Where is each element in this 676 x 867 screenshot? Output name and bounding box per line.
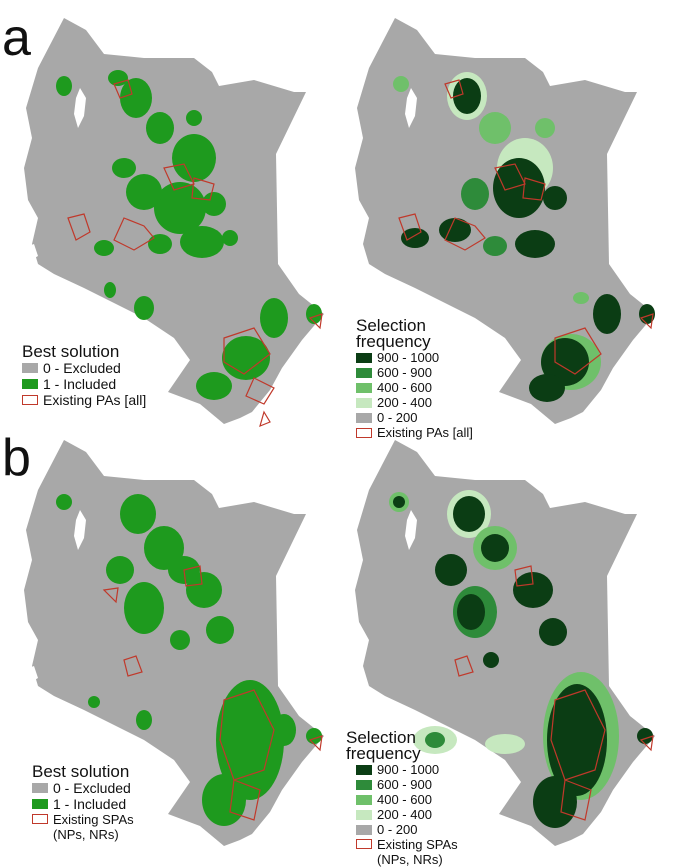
- panel-label-b: b: [2, 429, 31, 487]
- excluded-swatch: [32, 783, 48, 793]
- legend-item-excluded: 0 - Excluded: [22, 360, 146, 376]
- legend-title-line2: frequency: [346, 744, 421, 763]
- legend-b-best-solution: Best solution 0 - Excluded 1 - Included …: [32, 762, 134, 842]
- legend-item-900-1000: 900 - 1000: [356, 350, 473, 365]
- legend-item-pa: Existing PAs [all]: [22, 392, 146, 408]
- legend-title-line1: Selection: [356, 316, 426, 335]
- spa-swatch: [32, 814, 48, 824]
- swatch-200-400: [356, 809, 372, 820]
- lake-turkana: [405, 88, 417, 128]
- lake-victoria: [24, 244, 38, 262]
- legend-item-400-600: 400 - 600: [356, 380, 473, 395]
- swatch-200-400: [356, 397, 372, 408]
- legend-title-line2: frequency: [356, 332, 431, 351]
- legend-title: Best solution: [32, 762, 130, 781]
- swatch-400-600: [356, 382, 372, 393]
- swatch-900-1000: [356, 352, 372, 363]
- legend-item-included: 1 - Included: [32, 796, 134, 812]
- legend-item-200-400: 200 - 400: [356, 807, 458, 822]
- legend-item-400-600: 400 - 600: [356, 792, 458, 807]
- included-swatch: [22, 379, 38, 389]
- legend-item-included: 1 - Included: [22, 376, 146, 392]
- swatch-0-200: [356, 824, 372, 835]
- pa-swatch: [356, 427, 372, 438]
- pa-outlines: [398, 79, 654, 375]
- panel-label-a: a: [2, 9, 31, 67]
- frequency-areas: [393, 72, 655, 402]
- legend-item-0-200: 0 - 200: [356, 822, 458, 837]
- lake-turkana: [74, 88, 86, 128]
- legend-title: Best solution: [22, 342, 120, 361]
- map-b-selection-frequency: [355, 440, 655, 846]
- legend-b-selection-frequency: Selection frequency 900 - 1000 600 - 900…: [346, 728, 458, 867]
- excluded-swatch: [22, 363, 38, 373]
- legend-item-900-1000: 900 - 1000: [356, 762, 458, 777]
- lake-victoria: [24, 666, 38, 684]
- included-swatch: [32, 799, 48, 809]
- legend-item-pa: Existing PAs [all]: [356, 425, 473, 440]
- map-a-best-solution: [24, 18, 324, 428]
- legend-item-0-200: 0 - 200: [356, 410, 473, 425]
- pa-outlines: [454, 565, 654, 821]
- frequency-areas: [389, 490, 653, 828]
- legend-item-600-900: 600 - 900: [356, 365, 473, 380]
- map-a-selection-frequency: [355, 18, 655, 424]
- swatch-600-900: [356, 779, 372, 790]
- swatch-600-900: [356, 367, 372, 378]
- pa-swatch: [22, 395, 38, 405]
- included-areas: [56, 494, 322, 826]
- legend-a-selection-frequency: Selection frequency 900 - 1000 600 - 900…: [356, 316, 473, 440]
- swatch-400-600: [356, 794, 372, 805]
- legend-item-600-900: 600 - 900: [356, 777, 458, 792]
- lake-turkana: [74, 510, 86, 550]
- map-b-best-solution: [24, 440, 324, 846]
- legend-title-line1: Selection: [346, 728, 416, 747]
- lake-turkana: [405, 510, 417, 550]
- legend-item-spa: Existing SPAs (NPs, NRs): [356, 837, 458, 867]
- swatch-900-1000: [356, 764, 372, 775]
- legend-item-excluded: 0 - Excluded: [32, 780, 134, 796]
- swatch-0-200: [356, 412, 372, 423]
- spa-swatch: [356, 839, 372, 849]
- legend-item-200-400: 200 - 400: [356, 395, 473, 410]
- legend-a-best-solution: Best solution 0 - Excluded 1 - Included …: [22, 342, 146, 408]
- legend-item-spa: Existing SPAs (NPs, NRs): [32, 812, 134, 842]
- pa-outlines: [67, 79, 323, 428]
- pa-outlines: [102, 565, 323, 821]
